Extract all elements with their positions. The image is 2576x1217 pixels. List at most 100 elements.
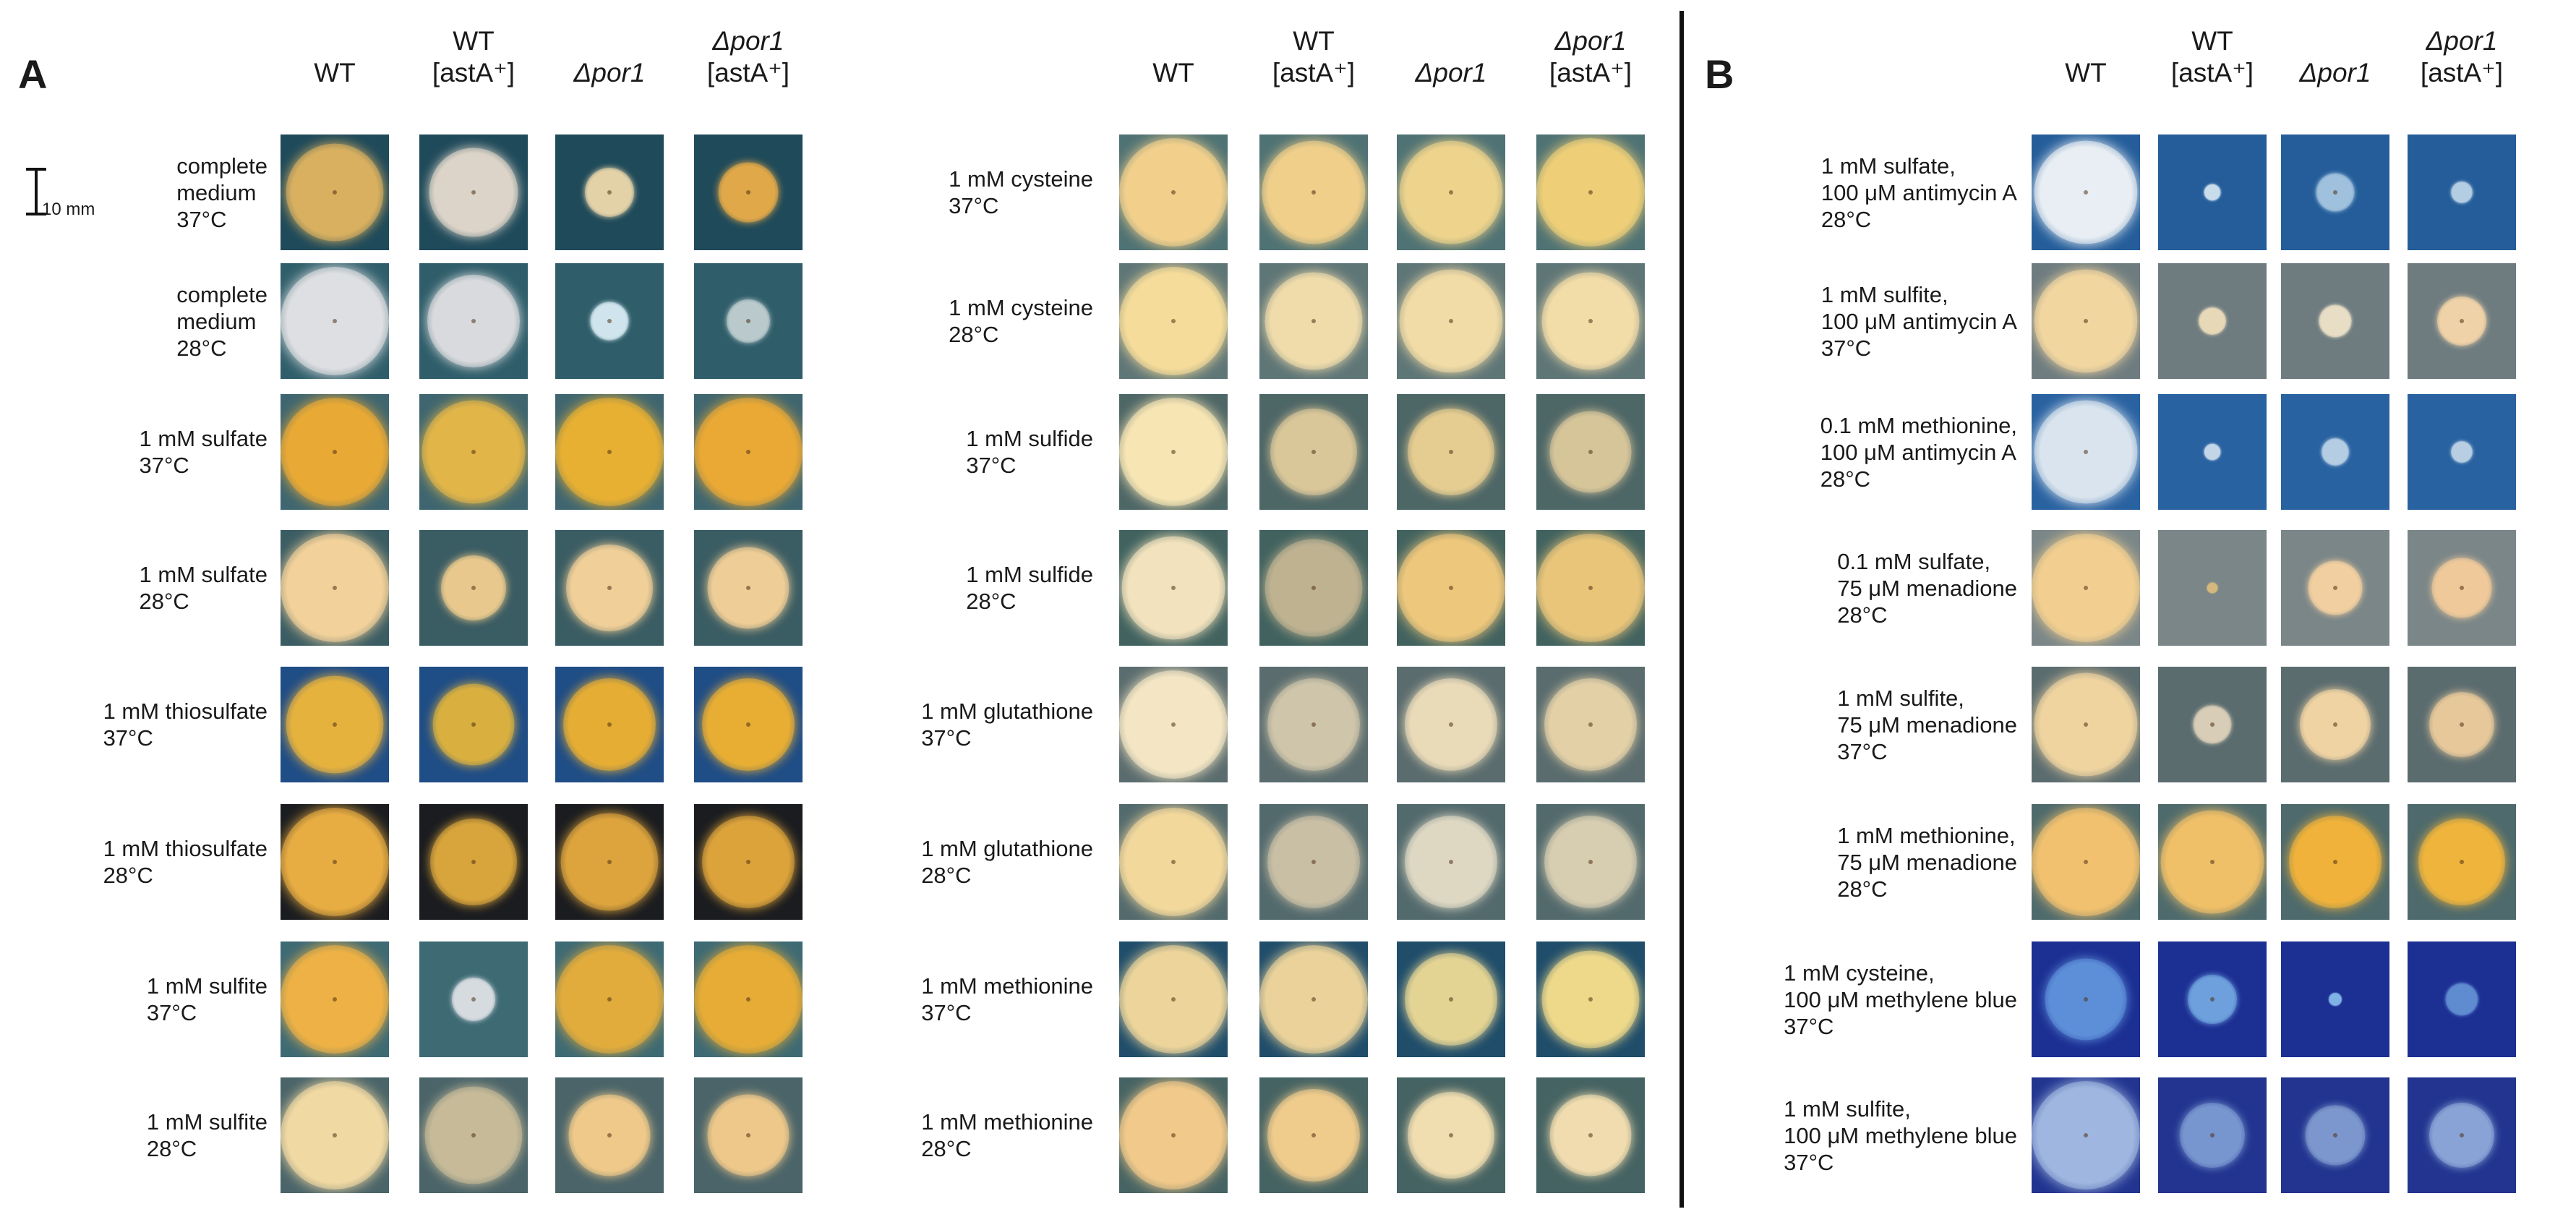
colony-photo [1536, 134, 1645, 250]
colony-center [1171, 997, 1176, 1002]
colony [2445, 983, 2478, 1016]
colony-center [333, 319, 337, 323]
condition-label: 1 mM methionine 37°C [921, 973, 1093, 1025]
colony [2199, 307, 2226, 335]
condition-label: 1 mM sulfite 37°C [146, 973, 268, 1025]
colony-center [607, 190, 612, 195]
colony-photo [2032, 1077, 2140, 1193]
colony [2451, 182, 2473, 203]
column-header-line1: WT [1293, 26, 1335, 56]
colony-photo [1536, 667, 1645, 782]
colony-photo [2281, 667, 2389, 782]
condition-label: 1 mM glutathione 28°C [921, 836, 1093, 888]
scale-bar-label: 10 mm [42, 200, 95, 219]
colony-center [2333, 1133, 2337, 1137]
colony-center [1588, 997, 1593, 1002]
colony-center [471, 1133, 476, 1137]
colony-photo [281, 530, 389, 646]
colony [2207, 582, 2218, 594]
colony-photo [2032, 530, 2140, 646]
colony-photo [1397, 1077, 1505, 1193]
colony-photo [2158, 394, 2267, 510]
colony-photo [694, 263, 803, 379]
colony-photo [1119, 804, 1228, 920]
colony-photo [2408, 804, 2516, 920]
colony-center [2460, 319, 2464, 323]
colony-center [1588, 722, 1593, 727]
colony-center [2460, 586, 2464, 590]
colony-photo [419, 804, 528, 920]
colony-center [2084, 1133, 2088, 1137]
column-header-line2: [astA⁺] [706, 58, 790, 87]
colony-center [2084, 860, 2088, 864]
colony-photo [1397, 667, 1505, 782]
colony-photo [555, 134, 664, 250]
colony-photo [1119, 941, 1228, 1057]
condition-label: 1 mM sulfide 28°C [966, 562, 1093, 614]
colony-photo [2158, 134, 2267, 250]
colony-photo [2158, 941, 2267, 1057]
colony-photo [2408, 394, 2516, 510]
colony-center [471, 190, 476, 195]
colony-center [2084, 450, 2088, 454]
colony-photo [281, 1077, 389, 1193]
condition-label: 1 mM thiosulfate 28°C [103, 836, 268, 888]
colony-center [2084, 997, 2088, 1002]
colony-photo [2032, 941, 2140, 1057]
colony-center [333, 997, 337, 1002]
colony-center [1449, 190, 1453, 195]
colony-center [746, 997, 750, 1002]
condition-label: 1 mM sulfite 28°C [146, 1109, 268, 1161]
column-header-line2: [astA⁺] [1549, 58, 1633, 87]
colony-center [1449, 722, 1453, 727]
column-header-1: WT [astA⁺] [1259, 25, 1368, 89]
colony-center [1449, 586, 1453, 590]
column-header-2: Δpor1 [2281, 57, 2389, 89]
colony-center [1311, 722, 1316, 727]
colony-photo [1536, 530, 1645, 646]
colony-photo [2281, 530, 2389, 646]
colony-photo [419, 263, 528, 379]
colony-center [1171, 190, 1176, 195]
condition-label: 1 mM thiosulfate 37°C [103, 699, 268, 751]
colony-photo [419, 394, 528, 510]
colony-center [746, 190, 750, 195]
colony-center [607, 722, 612, 727]
column-header-3: Δpor1 [astA⁺] [2408, 25, 2516, 89]
colony-photo [694, 394, 803, 510]
colony-photo [419, 530, 528, 646]
colony-photo [1536, 263, 1645, 379]
colony-photo [2408, 941, 2516, 1057]
colony-photo [2408, 1077, 2516, 1193]
colony-photo [2158, 1077, 2267, 1193]
colony-center [333, 1133, 337, 1137]
column-header-3: Δpor1 [astA⁺] [694, 25, 803, 89]
condition-label: 1 mM sulfate 37°C [139, 426, 268, 478]
column-header-line1: WT [2191, 26, 2233, 56]
colony-photo [1119, 667, 1228, 782]
colony-center [746, 450, 750, 454]
condition-label: 1 mM sulfide 37°C [966, 426, 1093, 478]
colony-center [2210, 860, 2215, 864]
colony-center [607, 1133, 612, 1137]
colony-center [1311, 319, 1316, 323]
colony-photo [555, 394, 664, 510]
colony-photo [2408, 134, 2516, 250]
colony-center [1588, 1133, 1593, 1137]
colony-center [1449, 319, 1453, 323]
colony-photo [1397, 530, 1505, 646]
colony-center [1171, 586, 1176, 590]
condition-label: 1 mM sulfite, 100 μM antimycin A 37°C [1820, 281, 2017, 361]
colony-photo [2032, 667, 2140, 782]
colony-photo [555, 667, 664, 782]
colony-center [607, 319, 612, 323]
colony-center [333, 586, 337, 590]
colony-photo [1259, 263, 1368, 379]
colony-photo [694, 941, 803, 1057]
column-header-line1: WT [2065, 58, 2107, 87]
colony-center [1449, 997, 1453, 1002]
colony-photo [2408, 667, 2516, 782]
column-header-line1: Δpor1 [1415, 58, 1487, 87]
colony-photo [555, 941, 664, 1057]
colony-photo [281, 941, 389, 1057]
